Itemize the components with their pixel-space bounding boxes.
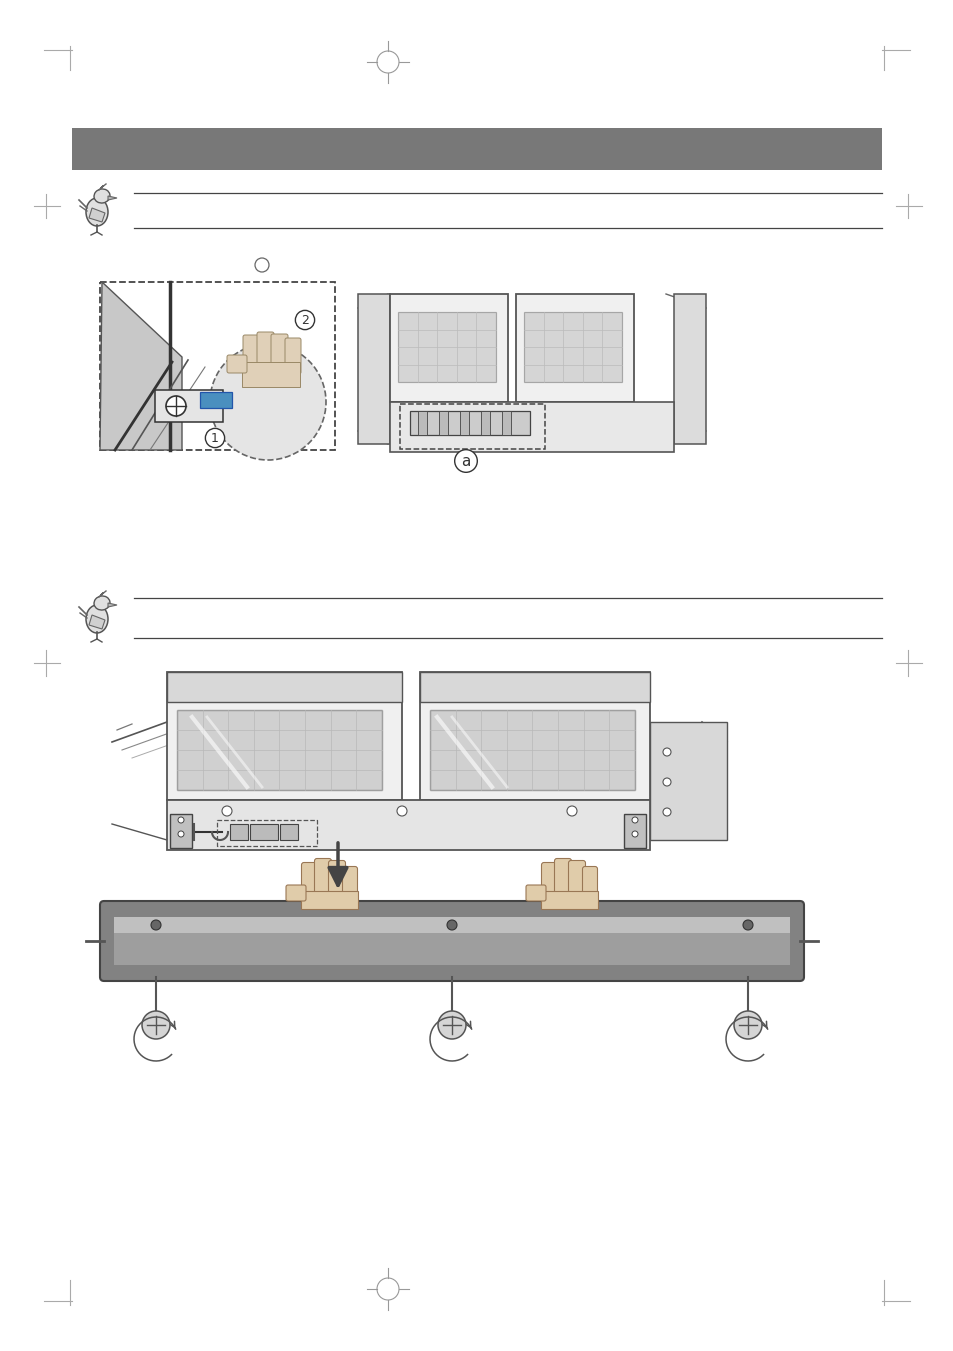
Bar xyxy=(113,917,789,965)
Text: 1: 1 xyxy=(211,431,218,444)
Polygon shape xyxy=(100,282,182,450)
Circle shape xyxy=(178,831,184,838)
Bar xyxy=(410,411,530,435)
Circle shape xyxy=(396,807,407,816)
Bar xyxy=(523,312,621,382)
Bar xyxy=(200,392,232,408)
Circle shape xyxy=(742,920,752,929)
FancyBboxPatch shape xyxy=(286,885,306,901)
Circle shape xyxy=(210,345,326,459)
FancyBboxPatch shape xyxy=(525,885,545,901)
Bar xyxy=(154,390,223,422)
Circle shape xyxy=(631,817,638,823)
FancyBboxPatch shape xyxy=(342,866,357,908)
Bar xyxy=(390,403,673,453)
FancyBboxPatch shape xyxy=(285,338,301,374)
Bar xyxy=(438,411,448,435)
FancyBboxPatch shape xyxy=(243,335,258,374)
Bar xyxy=(301,892,357,909)
Bar xyxy=(71,128,882,170)
FancyBboxPatch shape xyxy=(328,861,345,908)
Bar xyxy=(480,411,490,435)
Bar xyxy=(113,917,789,934)
Bar xyxy=(501,411,511,435)
Bar xyxy=(673,295,705,444)
Bar xyxy=(623,815,645,848)
Circle shape xyxy=(662,778,670,786)
FancyBboxPatch shape xyxy=(582,866,597,908)
Bar xyxy=(390,295,507,403)
Bar xyxy=(357,295,390,444)
FancyBboxPatch shape xyxy=(554,858,571,908)
Bar xyxy=(399,404,544,449)
Bar xyxy=(430,711,635,790)
Polygon shape xyxy=(108,603,117,607)
Polygon shape xyxy=(649,721,726,840)
Circle shape xyxy=(166,396,186,416)
Ellipse shape xyxy=(86,199,108,226)
Ellipse shape xyxy=(94,189,110,203)
FancyBboxPatch shape xyxy=(314,858,331,908)
Bar xyxy=(170,815,192,848)
Circle shape xyxy=(662,748,670,757)
Bar xyxy=(280,824,297,840)
Bar xyxy=(397,312,496,382)
Polygon shape xyxy=(108,196,117,200)
Bar xyxy=(459,411,469,435)
FancyBboxPatch shape xyxy=(301,862,317,908)
Circle shape xyxy=(733,1011,761,1039)
Bar xyxy=(250,824,277,840)
Ellipse shape xyxy=(94,596,110,611)
Circle shape xyxy=(662,808,670,816)
Circle shape xyxy=(437,1011,465,1039)
Bar xyxy=(167,800,649,850)
FancyBboxPatch shape xyxy=(419,671,649,703)
Bar xyxy=(230,824,248,840)
Bar xyxy=(516,295,634,403)
Bar xyxy=(100,282,335,450)
FancyBboxPatch shape xyxy=(100,901,803,981)
Bar xyxy=(419,671,649,800)
Ellipse shape xyxy=(86,605,108,634)
Bar xyxy=(540,892,598,909)
FancyBboxPatch shape xyxy=(568,861,585,908)
FancyBboxPatch shape xyxy=(167,671,401,703)
FancyBboxPatch shape xyxy=(541,862,557,908)
Polygon shape xyxy=(89,615,105,630)
Bar xyxy=(242,362,299,386)
Circle shape xyxy=(142,1011,170,1039)
Circle shape xyxy=(566,807,577,816)
Circle shape xyxy=(447,920,456,929)
Circle shape xyxy=(222,807,232,816)
Text: 2: 2 xyxy=(301,313,309,327)
Bar xyxy=(167,671,401,800)
Bar xyxy=(177,711,381,790)
Circle shape xyxy=(151,920,161,929)
Bar xyxy=(417,411,427,435)
FancyBboxPatch shape xyxy=(271,334,288,374)
Circle shape xyxy=(178,817,184,823)
Polygon shape xyxy=(89,208,105,222)
FancyBboxPatch shape xyxy=(256,332,274,374)
Text: a: a xyxy=(461,454,470,469)
Bar xyxy=(216,820,316,846)
Circle shape xyxy=(631,831,638,838)
FancyArrowPatch shape xyxy=(329,843,347,885)
FancyBboxPatch shape xyxy=(227,355,247,373)
